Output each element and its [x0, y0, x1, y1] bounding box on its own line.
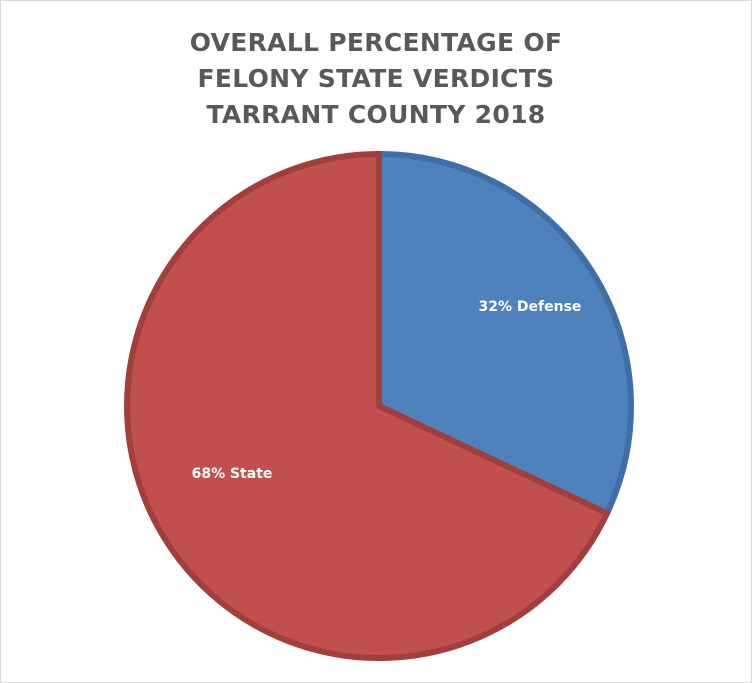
- pie-label-state: 68% State: [192, 466, 273, 482]
- pie-slice-defense: [376, 150, 634, 518]
- chart-title: OVERALL PERCENTAGE OF FELONY STATE VERDI…: [0, 25, 752, 133]
- chart-title-line-2: FELONY STATE VERDICTS: [197, 64, 555, 93]
- pie-slices: [124, 150, 634, 661]
- chart-title-line-1: OVERALL PERCENTAGE OF: [189, 28, 563, 57]
- pie-slice-state: [124, 150, 612, 661]
- chart-title-line-3: TARRANT COUNTY 2018: [206, 100, 546, 129]
- pie-label-defense: 32% Defense: [479, 299, 582, 315]
- pie-labels: 32% Defense 68% State: [192, 299, 582, 482]
